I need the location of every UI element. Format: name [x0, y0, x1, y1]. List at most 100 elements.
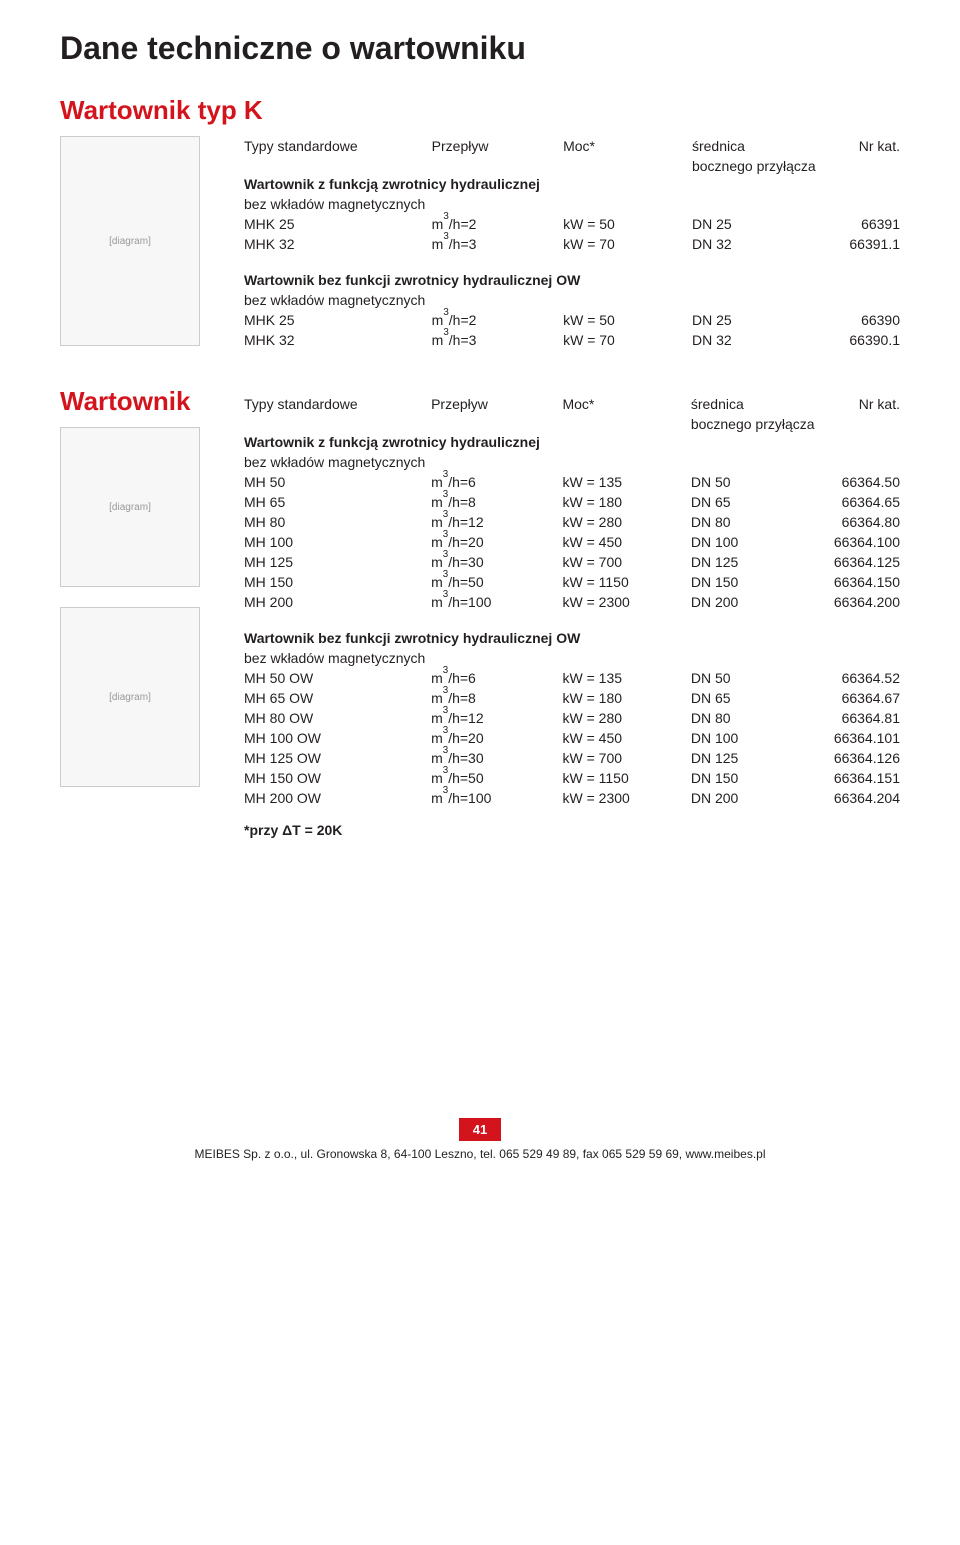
cell-flow: m3/h=8 — [431, 688, 562, 708]
cell-cat: 66364.81 — [804, 708, 900, 728]
table-row: MH 80 OWm3/h=12kW = 280DN 8066364.81 — [244, 708, 900, 728]
hdr-cat: Nr kat. — [805, 136, 900, 156]
cutaway-diagram-icon: [diagram] — [60, 136, 200, 346]
cell-name: MH 150 OW — [244, 768, 431, 788]
s2-group2-subtitle: bez wkładów magnetycznych — [244, 648, 900, 668]
cell-power: kW = 1150 — [562, 768, 690, 788]
table-row: MH 200m3/h=100kW = 2300DN 20066364.200 — [244, 592, 900, 612]
cell-cat: 66364.80 — [804, 512, 900, 532]
cell-power: kW = 180 — [562, 492, 690, 512]
wartownik-diagram-b-icon: [diagram] — [60, 607, 200, 787]
hdr-power: Moc* — [563, 136, 692, 156]
cell-cat: 66364.151 — [804, 768, 900, 788]
cell-dn: DN 200 — [691, 592, 804, 612]
table-row: MH 100 OWm3/h=20kW = 450DN 10066364.101 — [244, 728, 900, 748]
page-number: 41 — [459, 1118, 501, 1141]
cell-name: MH 200 OW — [244, 788, 431, 808]
table2-header-row-2: bocznego przyłącza — [244, 414, 900, 434]
cell-cat: 66364.204 — [804, 788, 900, 808]
cell-cat: 66364.125 — [804, 552, 900, 572]
s2-group2-subtitle-row: bez wkładów magnetycznych — [244, 648, 900, 668]
section2-images: [diagram] [diagram] — [60, 427, 220, 787]
cell-flow: m3/h=6 — [431, 668, 562, 688]
cell-power: kW = 50 — [563, 310, 692, 330]
hdr2-cat: Nr kat. — [804, 394, 900, 414]
cell-flow: m3/h=2 — [432, 214, 563, 234]
cell-cat: 66390.1 — [805, 330, 900, 350]
table-row: MHK 32m3/h=3kW = 70DN 3266391.1 — [244, 234, 900, 254]
cell-name: MH 125 — [244, 552, 431, 572]
table-row: MH 80m3/h=12kW = 280DN 8066364.80 — [244, 512, 900, 532]
table-section2: Typy standardowe Przepływ Moc* średnica … — [244, 394, 900, 808]
cell-flow: m3/h=3 — [432, 330, 563, 350]
cell-flow: m3/h=8 — [431, 492, 562, 512]
section1-title: Wartownik typ K — [60, 95, 900, 126]
table2-header-row: Typy standardowe Przepływ Moc* średnica … — [244, 394, 900, 414]
group1-subtitle: bez wkładów magnetycznych — [244, 194, 900, 214]
cell-name: MH 50 — [244, 472, 431, 492]
s2-group2-title: Wartownik bez funkcji zwrotnicy hydrauli… — [244, 626, 900, 648]
cell-dn: DN 100 — [691, 532, 804, 552]
cell-flow: m3/h=12 — [431, 512, 562, 532]
table-row: MH 150m3/h=50kW = 1150DN 15066364.150 — [244, 572, 900, 592]
table-row: MHK 25m3/h=2kW = 50DN 2566391 — [244, 214, 900, 234]
group2-title: Wartownik bez funkcji zwrotnicy hydrauli… — [244, 268, 900, 290]
hdr-flow: Przepływ — [432, 136, 563, 156]
cell-flow: m3/h=100 — [431, 788, 562, 808]
cell-power: kW = 50 — [563, 214, 692, 234]
cell-dn: DN 80 — [691, 512, 804, 532]
table-row: MH 65 OWm3/h=8kW = 180DN 6566364.67 — [244, 688, 900, 708]
cell-name: MH 65 OW — [244, 688, 431, 708]
hdr2-flow: Przepływ — [431, 394, 562, 414]
hdr-diameter: średnica — [692, 136, 805, 156]
cell-cat: 66364.52 — [804, 668, 900, 688]
cell-power: kW = 2300 — [562, 788, 690, 808]
footer: 41 MEIBES Sp. z o.o., ul. Gronowska 8, 6… — [60, 1118, 900, 1161]
cell-flow: m3/h=30 — [431, 552, 562, 572]
cell-dn: DN 32 — [692, 330, 805, 350]
cell-flow: m3/h=30 — [431, 748, 562, 768]
table-header-row-2: bocznego przyłącza — [244, 156, 900, 176]
cell-flow: m3/h=100 — [431, 592, 562, 612]
table-row: MH 100m3/h=20kW = 450DN 10066364.100 — [244, 532, 900, 552]
cell-cat: 66364.65 — [804, 492, 900, 512]
cell-name: MH 65 — [244, 492, 431, 512]
cell-power: kW = 700 — [562, 748, 690, 768]
s2-group1-subtitle: bez wkładów magnetycznych — [244, 452, 900, 472]
table-row: MH 50m3/h=6kW = 135DN 5066364.50 — [244, 472, 900, 492]
cell-power: kW = 450 — [562, 728, 690, 748]
cell-power: kW = 450 — [562, 532, 690, 552]
cell-dn: DN 25 — [692, 214, 805, 234]
cell-power: kW = 70 — [563, 234, 692, 254]
cell-cat: 66364.150 — [804, 572, 900, 592]
table-row: MH 125 OWm3/h=30kW = 700DN 12566364.126 — [244, 748, 900, 768]
cell-dn: DN 32 — [692, 234, 805, 254]
table-row: MH 50 OWm3/h=6kW = 135DN 5066364.52 — [244, 668, 900, 688]
cell-dn: DN 100 — [691, 728, 804, 748]
cell-flow: m3/h=3 — [432, 234, 563, 254]
cell-dn: DN 150 — [691, 768, 804, 788]
cell-dn: DN 80 — [691, 708, 804, 728]
cell-flow: m3/h=2 — [432, 310, 563, 330]
group1-title-row: Wartownik z funkcją zwrotnicy hydraulicz… — [244, 176, 900, 194]
cell-flow: m3/h=50 — [431, 572, 562, 592]
section2-content: Typy standardowe Przepływ Moc* średnica … — [244, 386, 900, 838]
cell-power: kW = 700 — [562, 552, 690, 572]
cell-dn: DN 65 — [691, 492, 804, 512]
section1-images: [diagram] — [60, 136, 220, 350]
cell-cat: 66364.100 — [804, 532, 900, 552]
cell-name: MH 150 — [244, 572, 431, 592]
s2-group1-title-row: Wartownik z funkcją zwrotnicy hydraulicz… — [244, 434, 900, 452]
cell-flow: m3/h=12 — [431, 708, 562, 728]
group1-subtitle-row: bez wkładów magnetycznych — [244, 194, 900, 214]
wartownik-diagram-a-icon: [diagram] — [60, 427, 200, 587]
hdr-diameter-2: bocznego przyłącza — [692, 156, 900, 176]
cell-flow: m3/h=6 — [431, 472, 562, 492]
cell-name: MH 50 OW — [244, 668, 431, 688]
table-row: MHK 25m3/h=2kW = 50DN 2566390 — [244, 310, 900, 330]
hdr-type: Typy standardowe — [244, 136, 432, 156]
cell-name: MHK 32 — [244, 330, 432, 350]
section2-title: Wartownik — [60, 386, 220, 417]
cell-dn: DN 25 — [692, 310, 805, 330]
table-row: MH 125m3/h=30kW = 700DN 12566364.125 — [244, 552, 900, 572]
